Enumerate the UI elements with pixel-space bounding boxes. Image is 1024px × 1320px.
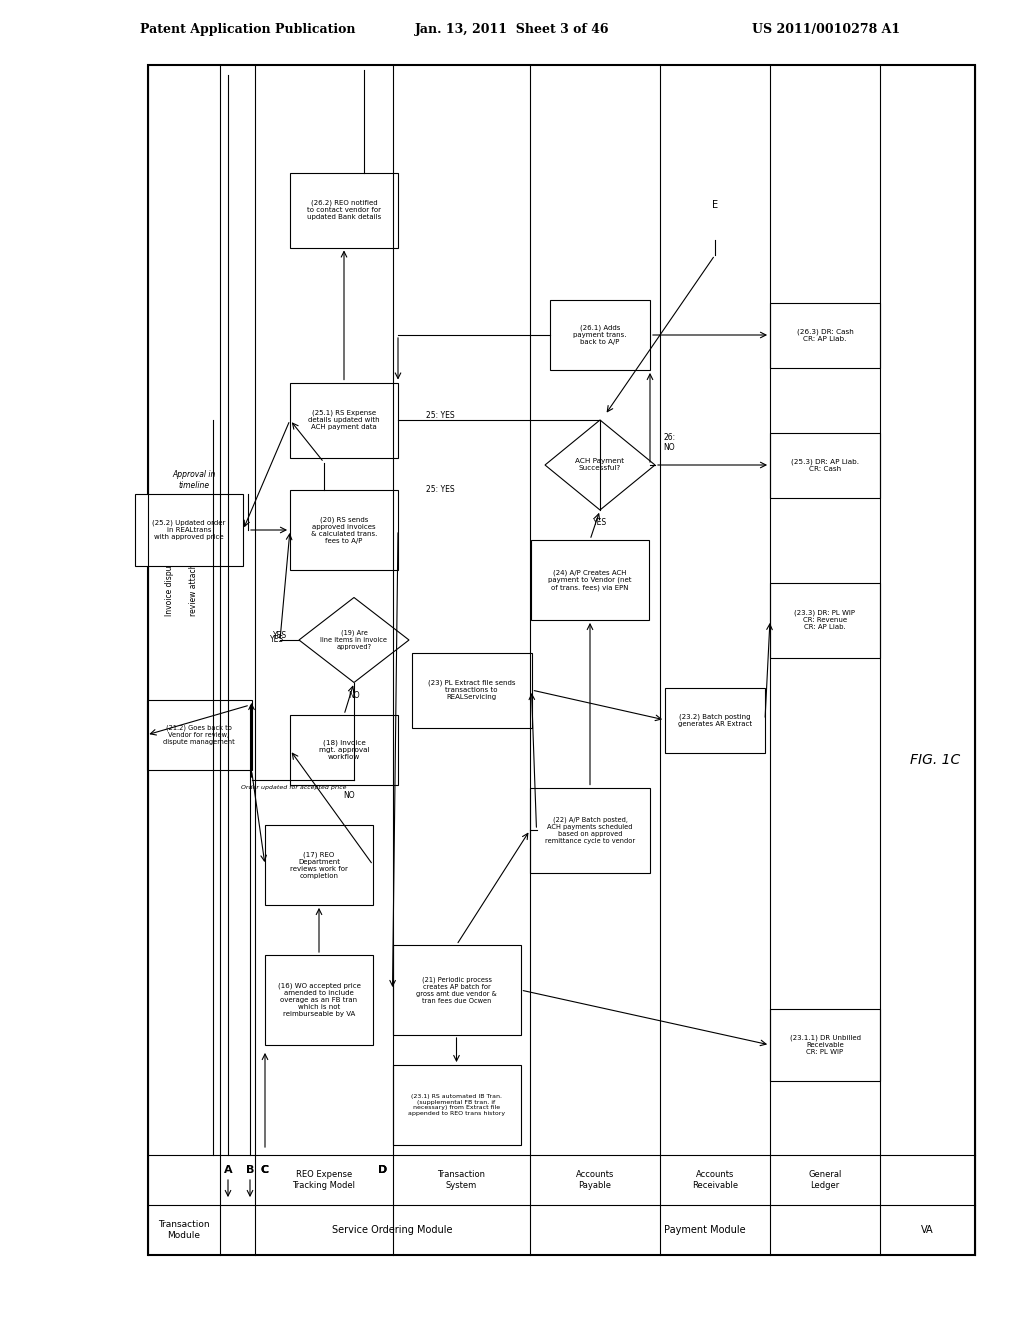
Bar — [265, 954, 373, 1045]
Bar — [770, 1008, 880, 1081]
Text: (17) REO
Department
reviews work for
completion: (17) REO Department reviews work for com… — [290, 851, 348, 879]
Text: (26.2) REO notified
to contact vendor for
updated Bank details: (26.2) REO notified to contact vendor fo… — [307, 199, 381, 220]
Bar — [290, 715, 398, 785]
Bar — [135, 494, 243, 566]
Bar — [412, 652, 531, 727]
Bar — [770, 582, 880, 657]
Bar — [550, 300, 650, 370]
Text: Accounts
Payable: Accounts Payable — [575, 1171, 614, 1189]
Text: NO: NO — [343, 791, 354, 800]
Text: (23) PL Extract file sends
transactions to
REALServicing: (23) PL Extract file sends transactions … — [428, 680, 515, 700]
Text: YES: YES — [593, 517, 607, 527]
Text: 25: YES: 25: YES — [426, 411, 455, 420]
Text: B: B — [246, 1166, 254, 1175]
Text: Accounts
Receivable: Accounts Receivable — [692, 1171, 738, 1189]
Text: (18) Invoice
mgt. approval
workflow: (18) Invoice mgt. approval workflow — [318, 739, 370, 760]
Text: (25.2) Updated order
in REALtrans
with approved price: (25.2) Updated order in REALtrans with a… — [153, 520, 225, 540]
Text: D: D — [379, 1166, 388, 1175]
Text: (16) WO accepted price
amended to include
overage as an FB tran
which is not
rei: (16) WO accepted price amended to includ… — [278, 983, 360, 1018]
Text: (21.2) Goes back to
Vendor for review,
dispute management: (21.2) Goes back to Vendor for review, d… — [163, 725, 234, 746]
Bar — [770, 302, 880, 367]
Bar — [770, 433, 880, 498]
Text: Jan. 13, 2011  Sheet 3 of 46: Jan. 13, 2011 Sheet 3 of 46 — [415, 24, 609, 37]
Bar — [290, 383, 398, 458]
Bar — [665, 688, 765, 752]
Bar — [148, 65, 975, 1255]
Text: REO Expense
Tracking Model: REO Expense Tracking Model — [293, 1171, 355, 1189]
Text: (26.1) Adds
payment trans.
back to A/P: (26.1) Adds payment trans. back to A/P — [573, 325, 627, 346]
Text: (21) Periodic process
creates AP batch for
gross amt due vendor &
tran fees due : (21) Periodic process creates AP batch f… — [416, 977, 497, 1003]
Bar — [290, 173, 398, 248]
Text: (26.3) DR: Cash
CR: AP Liab.: (26.3) DR: Cash CR: AP Liab. — [797, 329, 853, 342]
Text: Transaction
System: Transaction System — [437, 1171, 485, 1189]
Text: Payment Module: Payment Module — [665, 1225, 745, 1236]
Bar — [265, 825, 373, 906]
Bar — [146, 700, 252, 770]
Text: (23.1.1) DR Unbilled
Receivable
CR: PL WIP: (23.1.1) DR Unbilled Receivable CR: PL W… — [790, 1035, 860, 1055]
Text: (23.2) Batch posting
generates AR Extract: (23.2) Batch posting generates AR Extrac… — [678, 713, 752, 727]
Text: Service Ordering Module: Service Ordering Module — [332, 1225, 453, 1236]
Bar — [392, 945, 520, 1035]
Text: E: E — [712, 201, 718, 210]
Text: (19) Are
line items in invoice
approved?: (19) Are line items in invoice approved? — [321, 630, 387, 651]
Text: (25.3) DR: AP Liab.
CR: Cash: (25.3) DR: AP Liab. CR: Cash — [791, 458, 859, 471]
Text: A: A — [223, 1166, 232, 1175]
Text: ACH Payment
Successful?: ACH Payment Successful? — [575, 458, 625, 471]
Text: YES: YES — [272, 631, 287, 639]
Text: YES: YES — [270, 635, 284, 644]
Text: Order updated for accepted price: Order updated for accepted price — [242, 784, 347, 789]
Text: VA: VA — [922, 1225, 934, 1236]
Text: D: D — [379, 1166, 388, 1175]
Text: C: C — [261, 1166, 269, 1175]
Bar — [530, 788, 650, 873]
Text: NO: NO — [348, 690, 359, 700]
Bar — [531, 540, 649, 620]
Text: FIG. 1C: FIG. 1C — [910, 752, 961, 767]
Text: General
Ledger: General Ledger — [808, 1171, 842, 1189]
Text: (20) RS sends
approved invoices
& calculated trans.
fees to A/P: (20) RS sends approved invoices & calcul… — [311, 516, 377, 544]
Bar — [392, 1065, 520, 1144]
Text: (23.1) RS automated IB Tran.
(supplemental FB tran. if
necessary) from Extract f: (23.1) RS automated IB Tran. (supplement… — [408, 1094, 505, 1117]
Polygon shape — [299, 598, 409, 682]
Polygon shape — [545, 420, 655, 510]
Text: Transaction
Module: Transaction Module — [158, 1220, 210, 1239]
Text: (22) A/P Batch posted,
ACH payments scheduled
based on approved
remittance cycle: (22) A/P Batch posted, ACH payments sche… — [545, 816, 635, 843]
Text: review attachment: review attachment — [188, 544, 198, 616]
Text: (23.3) DR: PL WIP
CR: Revenue
CR: AP Liab.: (23.3) DR: PL WIP CR: Revenue CR: AP Lia… — [795, 610, 855, 630]
Text: 26:
NO: 26: NO — [663, 433, 675, 453]
Text: 25: YES: 25: YES — [426, 486, 455, 495]
Bar — [290, 490, 398, 570]
Text: C: C — [261, 1166, 269, 1175]
Text: Approval in
timeline: Approval in timeline — [172, 470, 216, 490]
Text: (24) A/P Creates ACH
payment to Vendor (net
of trans. fees) via EPN: (24) A/P Creates ACH payment to Vendor (… — [548, 569, 632, 591]
Text: US 2011/0010278 A1: US 2011/0010278 A1 — [752, 24, 900, 37]
Text: (25.1) RS Expense
details updated with
ACH payment data: (25.1) RS Expense details updated with A… — [308, 409, 380, 430]
Text: Invoice dispute management: Invoice dispute management — [166, 504, 174, 616]
Text: Patent Application Publication: Patent Application Publication — [140, 24, 355, 37]
